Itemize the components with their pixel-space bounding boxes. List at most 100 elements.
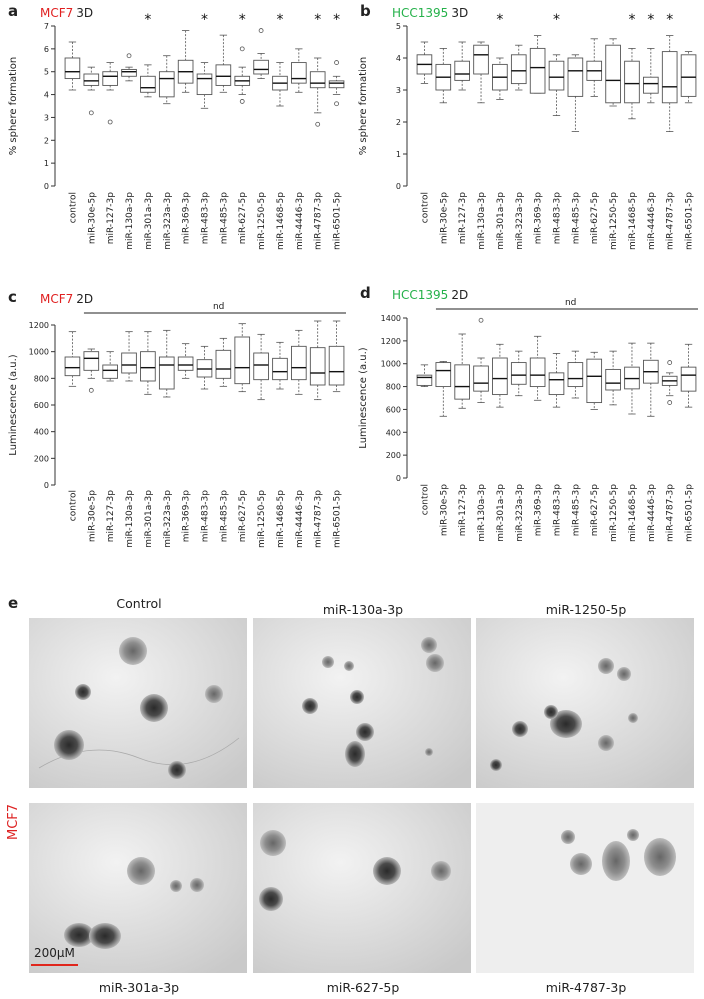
box-miR-127-3p [454, 364, 470, 400]
x-tick-label: miR-130a-3p [477, 484, 487, 542]
box-miR-6501-5p [328, 80, 345, 89]
box-miR-1468-5p [272, 357, 288, 381]
x-tick-label: miR-6501-5p [333, 490, 343, 548]
chart-c-boxplot: 0 200 400 600 800 1000 1200 Luminescence (a.u.)… [8, 302, 346, 548]
outlier-point [88, 110, 94, 116]
outlier-point [258, 28, 264, 33]
micrograph-mir1250 [476, 618, 694, 788]
x-tick-label: miR-127-3p [106, 490, 116, 543]
cell-line-label: MCF7 [40, 6, 74, 20]
cell-line-label: HCC1395 [392, 288, 449, 302]
x-tick-label: miR-301a-3p [496, 484, 506, 542]
box-miR-6501-5p [680, 366, 697, 392]
x-tick-label: control [68, 192, 78, 223]
significance-star: * [647, 12, 654, 28]
y-tick-label: 800 [34, 374, 49, 383]
y-tick-label: 200 [386, 451, 401, 460]
y-tick-label: 3 [396, 86, 401, 95]
micrograph-mir4787 [476, 803, 694, 973]
y-tick-label: 5 [44, 68, 49, 77]
significance-star: * [666, 12, 673, 28]
box-miR-4446-3p [291, 345, 307, 381]
cell-line-label: HCC1395 [392, 6, 449, 20]
outlier-point [126, 53, 132, 59]
box-miR-323a-3p [510, 362, 527, 385]
y-tick-label: 0 [396, 474, 401, 483]
y-tick-label: 1000 [29, 348, 49, 357]
box-miR-130a-3p [121, 68, 137, 77]
x-tick-label: miR-627-5p [590, 192, 600, 245]
y-tick-label: 3 [44, 113, 49, 122]
condition-label: 2D [451, 288, 469, 302]
micrograph-mir627 [253, 803, 471, 973]
significance-star: * [276, 12, 283, 28]
y-tick-label: 400 [386, 428, 401, 437]
x-tick-label: miR-1250-5p [609, 484, 619, 542]
outlier-point [107, 119, 113, 125]
x-tick-label: miR-127-3p [458, 484, 468, 537]
x-tick-label: miR-485-3p [219, 192, 229, 245]
x-tick-label: miR-1468-5p [276, 490, 286, 548]
x-tick-label: miR-369-3p [534, 192, 544, 245]
outlier-point [334, 101, 339, 107]
outlier-point [239, 46, 245, 52]
significance-star: * [144, 12, 151, 28]
x-tick-label: miR-127-3p [458, 192, 468, 245]
x-tick-label: miR-483-3p [553, 484, 563, 537]
x-tick-label: miR-30e-5p [87, 490, 97, 542]
y-tick-label: 1200 [381, 337, 401, 346]
x-tick-label: miR-1468-5p [628, 192, 638, 250]
x-tick-label: miR-323a-3p [163, 490, 173, 548]
y-tick-label: 800 [386, 383, 401, 392]
image-label-mir627: miR-627-5p [326, 980, 400, 995]
scale-bar-label: 200µM [34, 946, 75, 960]
x-tick-label: miR-1250-5p [609, 192, 619, 250]
y-tick-label: 4 [396, 54, 401, 63]
y-tick-label: 0 [44, 481, 49, 490]
panel-letter-d: d [360, 284, 371, 302]
x-tick-label: miR-6501-5p [685, 192, 695, 250]
x-tick-label: miR-4446-3p [647, 484, 657, 542]
box-miR-485-3p [567, 362, 584, 388]
y-tick-label: 200 [34, 454, 49, 463]
box-miR-369-3p [529, 47, 546, 94]
nd-label: nd [565, 298, 576, 308]
micrograph-control [29, 618, 247, 788]
y-tick-label: 2 [44, 136, 49, 145]
panel-c-title: MCF7 2D [40, 292, 93, 306]
x-tick-label: miR-4787-3p [314, 192, 324, 250]
y-axis-label: Luminescence (a.u.) [8, 354, 19, 455]
box-miR-30e-5p [83, 351, 100, 371]
panel-letter-e: e [8, 594, 19, 612]
image-label-mir301a: miR-301a-3p [98, 980, 180, 995]
x-tick-label: miR-323a-3p [515, 484, 525, 542]
x-tick-label: miR-301a-3p [496, 192, 506, 250]
box-miR-323a-3p [158, 356, 175, 390]
box-miR-30e-5p [83, 73, 100, 86]
significance-star: * [628, 12, 635, 28]
x-tick-label: miR-1468-5p [276, 192, 286, 250]
y-tick-label: 1000 [381, 360, 401, 369]
box-miR-6501-5p [680, 54, 697, 97]
box-miR-6501-5p [328, 345, 345, 386]
x-tick-label: miR-485-3p [219, 490, 229, 543]
outlier-point [239, 99, 245, 104]
x-tick-label: miR-30e-5p [87, 192, 97, 244]
y-tick-label: 0 [396, 182, 401, 191]
significance-star: * [553, 12, 560, 28]
x-tick-label: miR-483-3p [201, 192, 211, 245]
box-miR-485-3p [215, 64, 232, 86]
x-tick-label: miR-4446-3p [647, 192, 657, 250]
x-tick-label: miR-369-3p [534, 484, 544, 537]
outlier-point [334, 60, 339, 65]
box-miR-301a-3p [492, 357, 508, 396]
x-tick-label: miR-627-5p [238, 490, 248, 543]
y-tick-label: 600 [386, 405, 401, 414]
box-miR-127-3p [102, 71, 118, 86]
image-label-mir4787: miR-4787-3p [545, 980, 627, 995]
panel-letter-b: b [360, 2, 371, 20]
x-tick-label: miR-4787-3p [314, 490, 324, 548]
image-label-control: Control [116, 596, 162, 611]
box-miR-369-3p [529, 357, 546, 388]
y-tick-label: 600 [34, 401, 49, 410]
